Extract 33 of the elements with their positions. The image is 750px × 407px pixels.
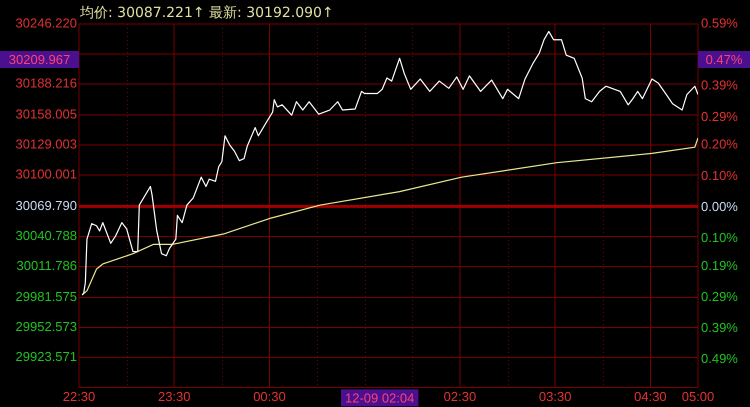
y-tick-label: 29952.573 [16, 319, 77, 334]
y2-tick-label: 0.29% [701, 108, 738, 124]
x-tick-label: 23:30 [158, 388, 191, 404]
y2-tick-label: 0.59% [701, 16, 738, 31]
x-tick-label: 03:30 [538, 388, 572, 404]
y2-tick-label: 0.39% [701, 78, 738, 93]
y2-tick-label: 0.10% [701, 168, 738, 183]
y-tick-label: 30069.790 [16, 198, 77, 213]
y2-tick-label: 0.20% [701, 136, 738, 152]
y-tick-label: 30100.001 [16, 166, 77, 182]
x-tick-label: 00:30 [253, 388, 286, 404]
x-tick-label: 02:30 [444, 388, 476, 404]
text: 30209.967 [8, 52, 70, 68]
y-tick-label: 30158.005 [16, 106, 77, 122]
y-tick-label: 30129.003 [16, 136, 77, 152]
y2-tick-label: 0.29% [701, 288, 738, 304]
text: 0.47% [706, 52, 743, 68]
y2-tick-label: 0.00% [701, 198, 738, 214]
chart-title: 均价: 30087.221↑ 最新: 30192.090↑ [80, 4, 334, 22]
text: 12-09 02:04 [344, 390, 414, 406]
y-tick-label: 30188.216 [16, 76, 77, 91]
y-tick-label: 29923.571 [16, 349, 77, 364]
y-tick-label: 30246.220 [16, 16, 77, 31]
y2-tick-label: 0.10% [701, 230, 738, 245]
x-tick-label: 04:30 [634, 388, 667, 404]
y2-tick-label: 0.39% [701, 320, 738, 335]
y-tick-label: 30011.786 [16, 258, 77, 273]
y-tick-label: 30040.788 [16, 228, 77, 243]
y-tick-label: 29981.575 [16, 289, 77, 304]
y2-tick-label: 0.19% [701, 258, 738, 273]
x-tick-label: 22:30 [62, 388, 96, 404]
x-tick-label: 05:00 [682, 388, 714, 404]
y2-tick-label: 0.49% [701, 351, 738, 366]
